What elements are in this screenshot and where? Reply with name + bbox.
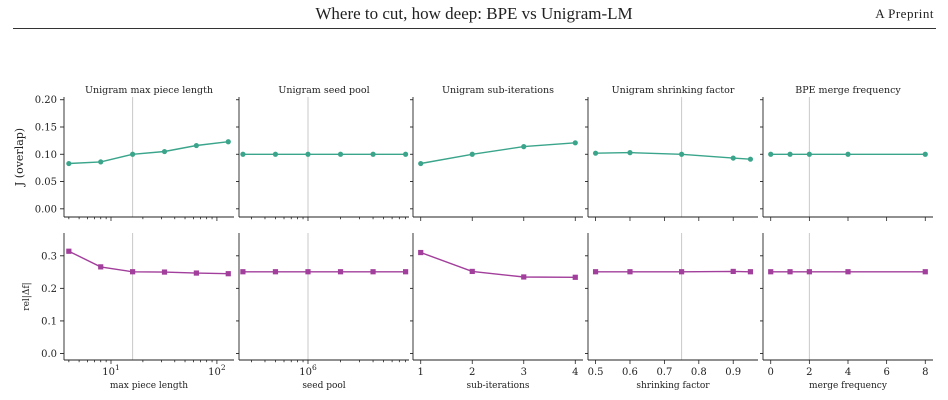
overlap-point	[370, 151, 376, 157]
x-tick-label: 4	[572, 367, 578, 378]
panel-title: Unigram shrinking factor	[612, 85, 735, 96]
overlap-point	[418, 160, 424, 167]
overlap-point	[747, 156, 754, 162]
bottom-y-tick-label: 0.3	[41, 251, 57, 262]
overlap-point	[98, 159, 104, 165]
rel-delta-point	[240, 269, 246, 275]
rel-delta-point	[806, 269, 812, 275]
bottom-y-tick-label: 0.2	[41, 284, 57, 295]
overlap-point	[806, 151, 812, 157]
x-axis-title: merge frequency	[809, 381, 888, 391]
x-tick-label: 2	[806, 367, 812, 378]
rel-delta-point	[469, 268, 475, 275]
overlap-point	[193, 142, 199, 149]
overlap-point	[272, 151, 279, 157]
rel-delta-series-line	[68, 250, 229, 275]
top-y-tick-label: 0.20	[35, 95, 57, 106]
rel-delta-point	[521, 274, 527, 280]
header-rule	[13, 28, 936, 29]
overlap-point	[66, 160, 72, 167]
top-y-tick-label: 0.05	[35, 177, 57, 188]
x-tick-label: 101	[102, 363, 120, 378]
overlap-point	[130, 151, 136, 157]
x-axis-title: sub-iterations	[466, 381, 529, 391]
x-tick-label: 0.8	[691, 367, 707, 378]
rel-delta-point	[272, 269, 279, 275]
top-y-tick-label: 0.15	[35, 123, 57, 134]
overlap-point	[161, 148, 168, 155]
top-y-axis-title: J (overlap)	[13, 128, 26, 187]
x-tick-label: 0.9	[725, 367, 741, 378]
x-tick-label: 6	[883, 367, 889, 378]
rel-delta-point	[225, 271, 231, 277]
bottom-y-tick-label: 0.1	[41, 316, 57, 327]
rel-delta-point	[922, 269, 928, 275]
rel-delta-point	[305, 269, 311, 275]
overlap-point	[627, 150, 633, 156]
overlap-point	[305, 151, 311, 157]
x-tick-label: 2	[469, 367, 475, 378]
overlap-point	[730, 155, 736, 161]
overlap-point	[469, 151, 475, 157]
overlap-series-line	[420, 142, 576, 165]
rel-delta-point	[66, 248, 72, 254]
x-tick-label: 106	[299, 363, 317, 378]
rel-delta-point	[845, 269, 851, 275]
bottom-y-tick-label: 0.0	[41, 349, 57, 360]
rel-delta-series-line	[420, 251, 576, 278]
running-header-label: A Preprint	[875, 6, 934, 21]
bottom-y-axis-title: rel|Δf|	[22, 282, 32, 310]
x-tick-label: 0.7	[656, 367, 672, 378]
rel-delta-point	[337, 269, 344, 275]
x-tick-label: 0	[768, 367, 774, 378]
overlap-series-line	[595, 151, 751, 160]
rel-delta-point	[730, 268, 736, 275]
rel-delta-point	[130, 269, 136, 275]
overlap-point	[922, 151, 928, 157]
overlap-point	[240, 151, 246, 157]
running-header-title: Where to cut, how deep: BPE vs Unigram-L…	[315, 4, 633, 23]
rel-delta-point	[747, 269, 754, 275]
x-tick-label: 4	[845, 367, 851, 378]
overlap-point	[572, 140, 578, 146]
rel-delta-point	[161, 269, 168, 275]
top-y-tick-label: 0.00	[35, 204, 57, 215]
x-tick-label: 102	[208, 363, 226, 378]
overlap-point	[845, 151, 851, 157]
overlap-point	[403, 151, 409, 157]
rel-delta-point	[768, 269, 774, 275]
rel-delta-point	[403, 269, 409, 275]
rel-delta-point	[679, 269, 685, 275]
x-tick-label: 1	[418, 367, 424, 378]
panel-title: Unigram max piece length	[85, 85, 213, 96]
overlap-point	[337, 151, 344, 157]
x-tick-label: 8	[922, 367, 928, 378]
x-axis-title: shrinking factor	[636, 381, 710, 391]
overlap-point	[768, 151, 774, 157]
rel-delta-point	[627, 269, 633, 275]
overlap-point	[679, 151, 685, 157]
rel-delta-point	[572, 274, 578, 280]
x-tick-label: 3	[521, 367, 527, 378]
rel-delta-point	[193, 270, 199, 276]
overlap-point	[592, 150, 599, 156]
x-axis-title: seed pool	[302, 381, 345, 391]
overlap-point	[787, 151, 793, 157]
rel-delta-point	[592, 269, 599, 275]
rel-delta-point	[98, 264, 104, 270]
x-axis-title: max piece length	[110, 381, 188, 391]
rel-delta-point	[787, 269, 793, 275]
x-tick-label: 0.5	[588, 367, 604, 378]
top-y-tick-label: 0.10	[35, 150, 57, 161]
overlap-point	[521, 144, 527, 150]
panel-title: BPE merge frequency	[795, 85, 901, 96]
panel-title: Unigram seed pool	[278, 85, 369, 96]
rel-delta-point	[418, 249, 424, 256]
rel-delta-point	[370, 269, 376, 275]
panel-title: Unigram sub-iterations	[442, 85, 554, 96]
overlap-series-line	[68, 141, 229, 165]
overlap-point	[225, 139, 231, 145]
x-tick-label: 0.6	[622, 367, 638, 378]
